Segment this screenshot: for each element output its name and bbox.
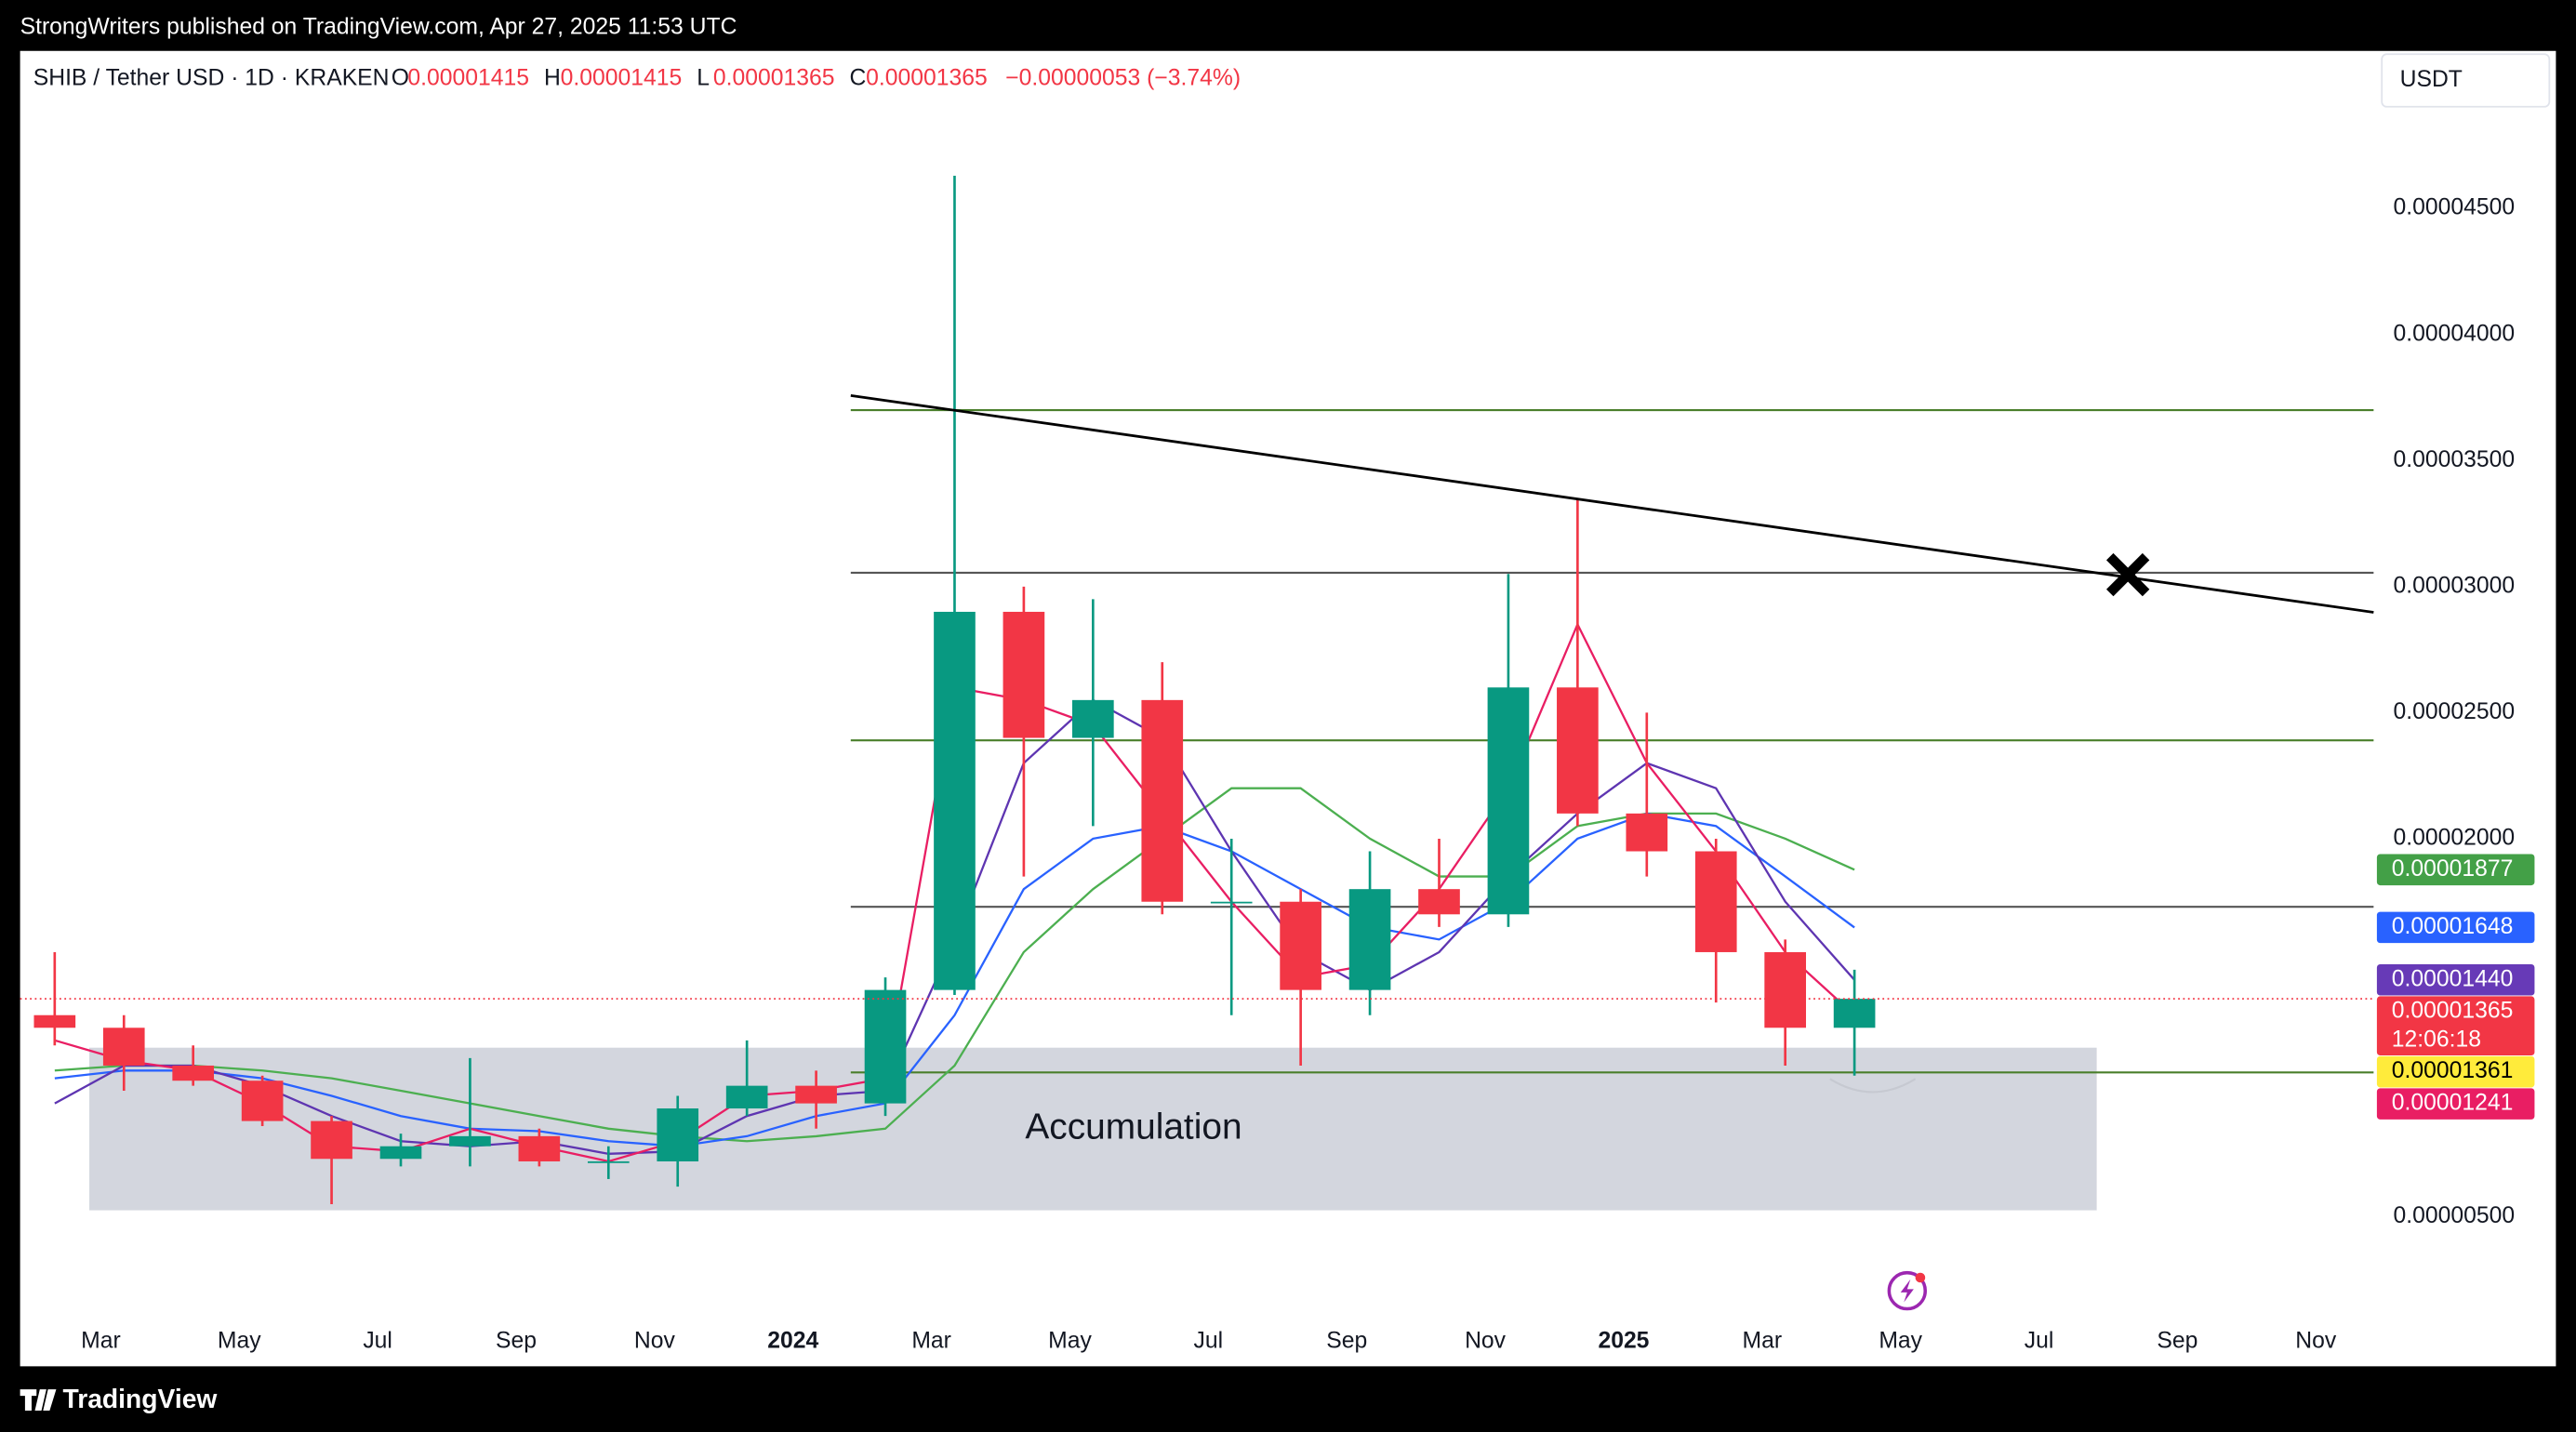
- price-label-text: 0.00001877: [2392, 856, 2514, 882]
- ohlc-key: C: [849, 65, 866, 90]
- y-tick-label: 0.00003500: [2394, 447, 2516, 472]
- y-tick-label: 0.00003000: [2394, 573, 2516, 598]
- x-tick-label: Sep: [1326, 1328, 1367, 1353]
- candle-body: [725, 1085, 768, 1109]
- price-label: 0.00001877: [2376, 854, 2535, 886]
- price-label-bg: [2376, 911, 2535, 944]
- moving-average: [54, 787, 1855, 1143]
- icon-ring: [1887, 1270, 1927, 1311]
- flash-icon: [1887, 1270, 1927, 1311]
- candle-body: [795, 1085, 837, 1104]
- zone-label: Accumulation: [1025, 1107, 1242, 1147]
- icon-bolt: [1900, 1279, 1914, 1303]
- candle-body: [33, 1014, 76, 1028]
- y-tick-label: 0.00002000: [2394, 825, 2516, 850]
- zone: [89, 1047, 2097, 1211]
- change: −0.00000053 (−3.74%): [1005, 65, 1241, 90]
- x-tick-label: May: [218, 1328, 261, 1353]
- x-tick-label: Nov: [1465, 1328, 1507, 1353]
- price-label: 0.00001241: [2376, 1088, 2535, 1120]
- candle-body: [518, 1135, 561, 1161]
- x-tick-label: Mar: [1743, 1328, 1783, 1353]
- logo-icon: [20, 1389, 57, 1412]
- candle-body: [1557, 687, 1599, 814]
- price-label-text: 0.00001365: [2392, 999, 2514, 1024]
- symbol: SHIB / Tether USD · 1D · KRAKEN: [33, 65, 390, 90]
- candle-body: [1003, 611, 1045, 738]
- candle-body: [1626, 813, 1668, 852]
- x-tick-label: 2025: [1598, 1328, 1649, 1353]
- candle-body: [587, 1160, 630, 1163]
- ohlc-key: O: [392, 65, 409, 90]
- ohlc-key: L: [697, 65, 710, 90]
- price-label-text: 0.00001648: [2392, 914, 2514, 939]
- publish-note: StrongWriters published on TradingView.c…: [20, 15, 737, 40]
- ohlc-value: 0.00001415: [407, 65, 529, 90]
- currency-button[interactable]: [2381, 53, 2551, 108]
- ohlc-value: 0.00001415: [561, 65, 683, 90]
- x-tick-label: Sep: [496, 1328, 537, 1353]
- price-label-bg: [2376, 996, 2535, 1056]
- countdown: 12:06:18: [2392, 1028, 2481, 1053]
- candle-body: [1072, 699, 1114, 738]
- price-label: 0.00001361: [2376, 1055, 2535, 1088]
- candle-body: [864, 989, 907, 1104]
- candle-body: [172, 1065, 215, 1081]
- x-tick-label: Sep: [2157, 1328, 2198, 1353]
- price-label-bg: [2376, 854, 2535, 886]
- tv-logo: [20, 1389, 57, 1412]
- x-marker: [2106, 552, 2150, 597]
- price-label: 0.00001440: [2376, 963, 2535, 996]
- ohlc-value: 0.00001365: [713, 65, 835, 90]
- x-tick-label: Jul: [363, 1328, 392, 1353]
- price-label: 0.00001648: [2376, 911, 2535, 944]
- candle-body: [1210, 901, 1253, 904]
- x-tick-label: Nov: [2295, 1328, 2337, 1353]
- price-label-bg: [2376, 963, 2535, 996]
- candle-body: [1487, 687, 1530, 915]
- price-label-bg: [2376, 1055, 2535, 1088]
- price-label-text: 0.00001241: [2392, 1091, 2514, 1116]
- x-tick-label: Mar: [81, 1328, 121, 1353]
- icon-dot: [1915, 1272, 1926, 1283]
- y-tick-label: 0.00000500: [2394, 1203, 2516, 1228]
- price-label-text: 0.00001361: [2392, 1058, 2514, 1083]
- candle-body: [657, 1108, 699, 1161]
- currency[interactable]: USDT: [2400, 67, 2463, 92]
- candle-body: [1280, 901, 1321, 990]
- candle-body: [1141, 699, 1184, 902]
- price-label-bg: [2376, 1088, 2535, 1120]
- price-label: 0.00001365 12:06:18: [2376, 996, 2535, 1056]
- x-tick-label: May: [1879, 1328, 1922, 1353]
- candle-body: [934, 611, 976, 990]
- candle-body: [241, 1081, 284, 1121]
- y-tick-label: 0.00004500: [2394, 195, 2516, 220]
- x-tick-label: May: [1048, 1328, 1092, 1353]
- candle-body: [1348, 889, 1391, 990]
- candle-body: [449, 1135, 491, 1147]
- brand: TradingView: [63, 1384, 219, 1413]
- x-tick-label: Nov: [634, 1328, 676, 1353]
- candle-body: [1694, 851, 1737, 952]
- ohlc-key: H: [544, 65, 561, 90]
- x-tick-label: Jul: [2025, 1328, 2054, 1353]
- candle-body: [379, 1146, 422, 1160]
- price-label-text: 0.00001440: [2392, 966, 2514, 991]
- candle-body: [311, 1120, 352, 1160]
- candle-body: [102, 1028, 145, 1066]
- y-tick-label: 0.00002500: [2394, 699, 2516, 724]
- ohlc-value: 0.00001365: [866, 65, 988, 90]
- candle-body: [1418, 889, 1460, 915]
- y-tick-label: 0.00004000: [2394, 321, 2516, 346]
- x-tick-label: Jul: [1194, 1328, 1224, 1353]
- candle-body: [1764, 951, 1807, 1028]
- x-tick-label: Mar: [911, 1328, 951, 1353]
- candle-body: [1833, 999, 1876, 1028]
- moving-average: [54, 812, 1855, 1147]
- x-tick-label: 2024: [767, 1328, 818, 1353]
